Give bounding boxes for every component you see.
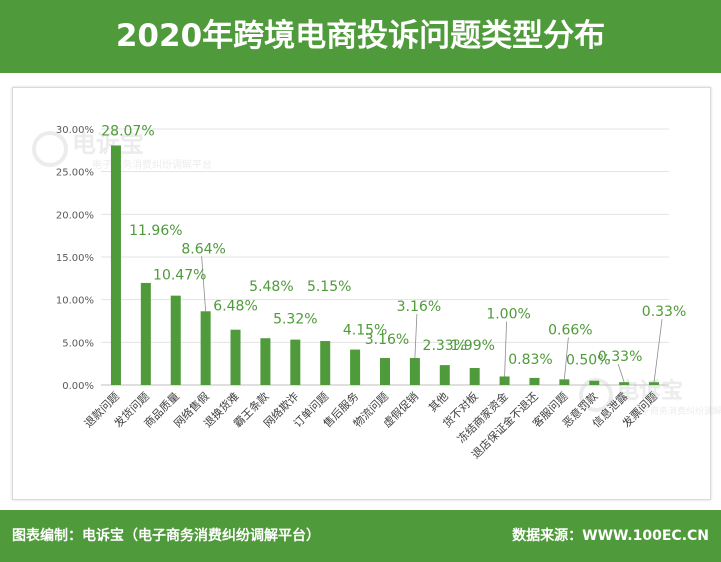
data-labels: 28.07% 11.96% 10.47% 8.64% 6.48% 5.48% 5.32% 5.… — [101, 123, 686, 368]
footer-source: 数据来源：WWW.100EC.CN — [512, 528, 709, 544]
data-label: 3.16% — [397, 299, 441, 315]
bar — [589, 380, 600, 385]
y-tick-label: 25.00% — [56, 168, 94, 179]
data-label: 0.50% — [566, 353, 610, 369]
bar — [230, 329, 241, 385]
y-axis: 0.00% 5.00% 10.00% 15.00% 20.00% 25.00% 30.00% — [56, 125, 94, 392]
footer-bar: 图表编制：电诉宝（电子商务消费纠纷调解平台） 数据来源：WWW.100EC.CN — [0, 510, 721, 562]
data-label: 0.66% — [548, 322, 592, 338]
leader-line — [201, 256, 207, 312]
bar — [140, 282, 151, 385]
bar-chart: 电诉宝 电子商务消费纠纷调解平台 电诉宝 电子商务消费纠纷调解平台 0.00% 5… — [32, 123, 721, 461]
bar — [290, 339, 301, 385]
leader-line — [504, 321, 507, 377]
chart-panel — [12, 87, 711, 500]
bar — [170, 295, 181, 385]
data-label: 6.48% — [213, 299, 257, 315]
x-axis-labels: 退款问题发货问题商品质量网络售假退换货难霸王条款网络欺诈订单问题售后服务物流问题… — [81, 389, 660, 461]
watermark-logo-icon — [32, 131, 68, 167]
bar — [529, 377, 540, 385]
data-label: 0.33% — [642, 304, 686, 320]
bar — [260, 338, 271, 385]
data-label: 5.15% — [307, 279, 351, 295]
leader-lines — [201, 256, 663, 383]
watermark-logo-icon — [579, 378, 613, 412]
data-label: 28.07% — [101, 123, 154, 139]
bar — [559, 379, 570, 385]
data-label: 8.64% — [181, 241, 225, 257]
bar — [469, 368, 480, 385]
data-label: 1.00% — [486, 306, 530, 322]
bar — [110, 145, 121, 385]
bar — [380, 358, 390, 385]
data-label: 0.83% — [508, 352, 552, 368]
data-label: 0.33% — [598, 349, 642, 365]
bar — [649, 382, 660, 385]
footer-credit: 图表编制：电诉宝（电子商务消费纠纷调解平台） — [12, 528, 320, 544]
y-tick-label: 10.00% — [56, 296, 94, 307]
page-title: 2020年跨境电商投诉问题类型分布 — [115, 18, 606, 54]
y-tick-label: 30.00% — [56, 125, 94, 136]
data-label: 4.15% — [343, 323, 387, 339]
data-label: 5.48% — [249, 279, 293, 295]
bar — [320, 341, 331, 385]
bar — [499, 376, 510, 385]
leader-line — [653, 319, 663, 383]
bar — [200, 311, 211, 385]
header-bar: 2020年跨境电商投诉问题类型分布 — [0, 0, 721, 73]
y-tick-label: 15.00% — [56, 253, 94, 264]
bar — [350, 349, 361, 385]
leader-line — [414, 314, 418, 359]
watermark-sub: 电子商务消费纠纷调解平台 — [632, 405, 721, 417]
leader-line — [563, 337, 569, 380]
y-tick-label: 5.00% — [62, 338, 94, 349]
data-label: 3.16% — [365, 332, 409, 348]
x-tick-label: 其他 — [426, 390, 451, 415]
bar — [409, 358, 420, 385]
data-label: 2.33% — [423, 338, 467, 354]
watermark-brand: 电诉宝 — [72, 130, 144, 158]
data-label: 11.96% — [129, 223, 182, 239]
bar — [619, 382, 630, 385]
data-label: 1.99% — [450, 338, 494, 354]
bar — [439, 365, 450, 385]
watermark-left: 电诉宝 电子商务消费纠纷调解平台 — [32, 130, 212, 171]
y-tick-label: 20.00% — [56, 210, 94, 221]
data-label: 5.32% — [273, 312, 317, 328]
bars — [110, 145, 660, 385]
watermark-sub: 电子商务消费纠纷调解平台 — [92, 158, 212, 171]
data-label: 10.47% — [153, 268, 206, 284]
y-tick-label: 0.00% — [62, 381, 94, 392]
leader-line — [617, 364, 625, 383]
